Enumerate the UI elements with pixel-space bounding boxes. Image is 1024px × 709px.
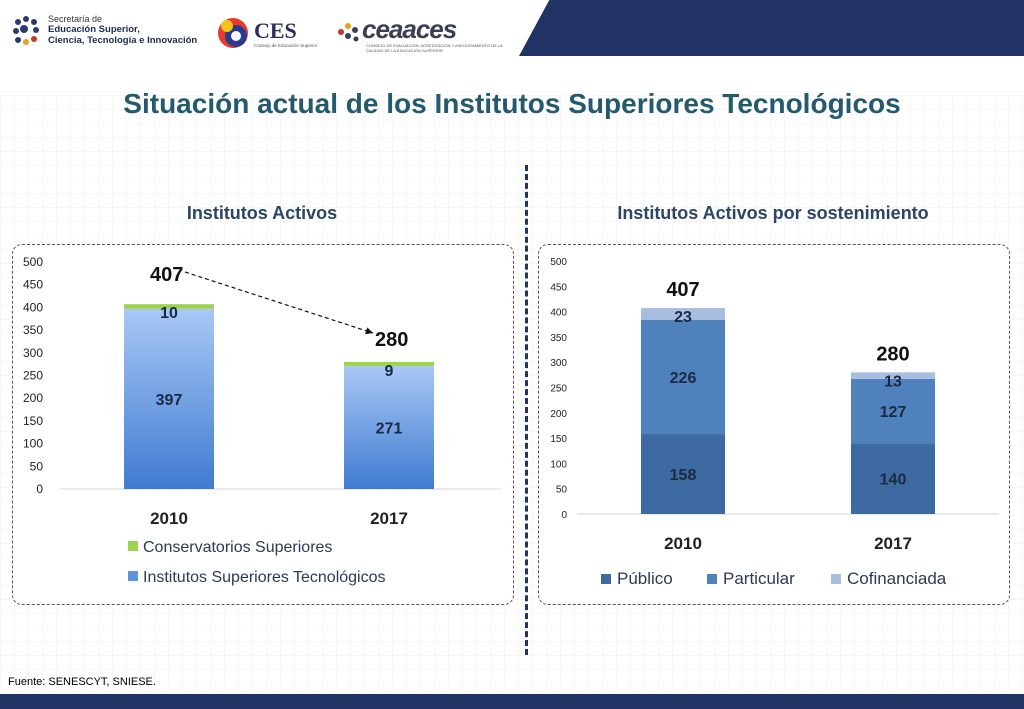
ceaaces-subtitle: CONSEJO DE EVALUACIÓN, ACREDITACIÓN Y AS… bbox=[366, 43, 503, 53]
chart2-bar-0 bbox=[641, 434, 725, 514]
chart2-panel: 0 50 100 150 200 250 300 350 400 450 500 158 226 23 40… bbox=[538, 244, 1010, 605]
chart1-bar-1 bbox=[124, 304, 214, 309]
chart1-ytick-label: 250 bbox=[23, 369, 43, 383]
chart2-svg: 0 50 100 150 200 250 300 350 400 450 500 158 226 23 40… bbox=[550, 257, 999, 588]
chart1-value-label: 271 bbox=[376, 420, 403, 437]
chart1-bar-0 bbox=[124, 308, 214, 489]
chart1-ytick-label: 100 bbox=[23, 437, 43, 451]
chart1-total-label: 280 bbox=[375, 329, 408, 351]
chart1-legend-swatch bbox=[128, 541, 138, 551]
chart1-category-label: 2017 bbox=[370, 509, 408, 528]
chart2-ytick-label: 250 bbox=[550, 384, 567, 395]
chart1-legend-swatch bbox=[128, 571, 138, 581]
ces-name: CES bbox=[254, 18, 297, 43]
chart1-total-label: 407 bbox=[150, 264, 183, 286]
chart2-category-label: 2017 bbox=[874, 534, 912, 553]
chart1-bar-0 bbox=[344, 365, 434, 489]
chart1-ytick-label: 0 bbox=[36, 482, 43, 496]
chart1-ytick-label: 350 bbox=[23, 323, 43, 337]
chart2-total-label: 407 bbox=[666, 279, 699, 301]
chart2-legend-label: Público bbox=[617, 569, 673, 588]
chart2-ytick-label: 100 bbox=[550, 459, 567, 470]
chart2-value-label: 23 bbox=[674, 309, 692, 326]
chart1-ytick-label: 500 bbox=[23, 255, 43, 269]
chart1-ytick-label: 300 bbox=[23, 346, 43, 360]
chart2-value-label: 140 bbox=[880, 472, 907, 489]
header: Secretaría de Educación Superior, Cienci… bbox=[0, 0, 1024, 58]
chart2-bar-0 bbox=[851, 443, 935, 514]
logo1-line3: Ciencia, Tecnología e Innovación bbox=[48, 35, 198, 46]
chart1-legend-label: Conservatorios Superiores bbox=[143, 539, 332, 556]
chart1-arrow bbox=[184, 271, 374, 335]
chart2-value-label: 226 bbox=[670, 370, 697, 387]
footer-band bbox=[0, 694, 1024, 709]
chart2-category-label: 2010 bbox=[664, 534, 702, 553]
chart2-title: Institutos Activos por sostenimiento bbox=[617, 203, 929, 223]
chart2-ytick-label: 450 bbox=[550, 282, 567, 293]
header-band bbox=[519, 0, 1024, 56]
chart2-bar-2 bbox=[851, 372, 935, 379]
chart2-total-label: 280 bbox=[876, 343, 909, 365]
chart1-svg: 0 50 100 150 200 250 300 350 400 450 500 397 10 2010 2… bbox=[23, 255, 501, 586]
chart2-bar-2 bbox=[641, 308, 725, 320]
ces-logo: CES Consejo de Educación Superior bbox=[214, 16, 317, 55]
chart1-ytick-label: 200 bbox=[23, 391, 43, 405]
ceaaces-emblem-icon bbox=[338, 23, 359, 42]
chart1-value-label: 397 bbox=[156, 392, 183, 409]
chart1-value-label: 9 bbox=[385, 363, 394, 380]
chart1-ytick-label: 50 bbox=[30, 459, 44, 473]
chart2-ytick-label: 500 bbox=[550, 257, 567, 268]
ceaaces-logo: ceaaces CONSEJO DE EVALUACIÓN, ACREDITAC… bbox=[336, 14, 503, 53]
page-title: Situación actual de los Institutos Super… bbox=[123, 88, 901, 119]
chart2-ytick-label: 50 bbox=[556, 485, 568, 496]
chart2-value-label: 13 bbox=[884, 373, 902, 390]
divider bbox=[525, 165, 528, 655]
senescyt-logo: Secretaría de Educación Superior, Cienci… bbox=[12, 14, 197, 55]
ceaaces-name: ceaaces bbox=[362, 14, 457, 44]
senescyt-emblem-icon bbox=[13, 16, 39, 45]
chart2-legend-label: Cofinanciada bbox=[847, 569, 947, 588]
chart1-legend-label: Institutos Superiores Tecnológicos bbox=[143, 569, 386, 586]
chart2-ytick-label: 200 bbox=[550, 409, 567, 420]
chart2-ytick-label: 300 bbox=[550, 358, 567, 369]
chart2-ytick-label: 0 bbox=[561, 510, 567, 521]
ces-emblem-icon bbox=[218, 18, 248, 48]
chart1-panel: 0 50 100 150 200 250 300 350 400 450 500 397 10 2010 2… bbox=[12, 244, 514, 605]
chart1-ytick-label: 150 bbox=[23, 414, 43, 428]
chart2-legend-swatch bbox=[707, 574, 717, 584]
source-note: Fuente: SENESCYT, SNIESE. bbox=[8, 676, 156, 688]
chart1-ytick-label: 450 bbox=[23, 278, 43, 292]
chart1-category-label: 2010 bbox=[150, 509, 188, 528]
chart2-legend-swatch bbox=[831, 574, 841, 584]
chart2-bar-1 bbox=[851, 378, 935, 444]
chart2-legend-swatch bbox=[601, 574, 611, 584]
chart1-bar-1 bbox=[344, 361, 434, 366]
logo1-line2: Educación Superior, bbox=[48, 24, 140, 35]
chart1-ytick-label: 400 bbox=[23, 300, 43, 314]
chart2-value-label: 158 bbox=[670, 467, 697, 484]
logo1-line1: Secretaría de bbox=[48, 14, 103, 24]
chart2-ytick-label: 400 bbox=[550, 308, 567, 319]
chart2-value-label: 127 bbox=[880, 404, 907, 421]
chart2-ytick-label: 150 bbox=[550, 434, 567, 445]
ces-subtitle: Consejo de Educación Superior bbox=[254, 43, 318, 48]
chart2-bar-1 bbox=[641, 319, 725, 435]
chart2-ytick-label: 350 bbox=[550, 333, 567, 344]
chart1-value-label: 10 bbox=[160, 305, 178, 322]
chart1-title: Institutos Activos bbox=[186, 203, 338, 223]
chart2-legend-label: Particular bbox=[723, 569, 795, 588]
